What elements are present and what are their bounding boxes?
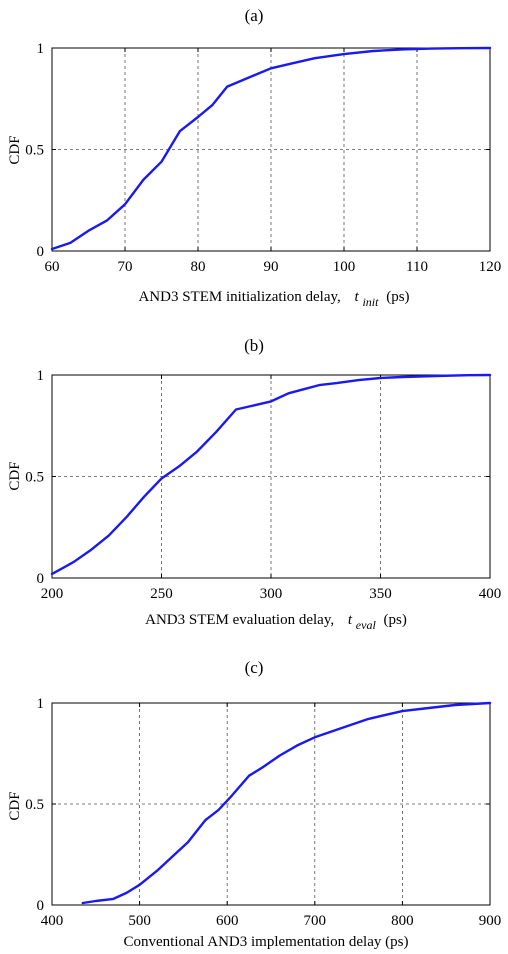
x-tick-label: 300 <box>260 586 283 602</box>
y-tick-label: 0.5 <box>25 797 44 813</box>
x-tick-label: 110 <box>406 259 428 275</box>
y-tick-label: 1 <box>37 41 45 57</box>
chart-panel-b: (b) CDF AND3 STEM evaluation delay, t ev… <box>7 336 502 633</box>
x-axis-label-subscript: eval <box>356 618 377 632</box>
x-tick-label: 400 <box>41 913 64 929</box>
panel-label: (a) <box>245 6 264 25</box>
x-axis-label-main: AND3 STEM evaluation delay, <box>145 612 334 628</box>
cdf-series-line <box>81 701 492 905</box>
x-tick-label: 400 <box>479 586 502 602</box>
x-tick-label: 90 <box>264 259 279 275</box>
y-axis-label: CDF <box>7 135 23 164</box>
chart-panel-a: (a) CDF AND3 STEM initialization delay, … <box>7 6 502 310</box>
x-axis-label-var: t <box>355 289 360 305</box>
x-tick-label: 120 <box>479 259 502 275</box>
x-tick-label: 350 <box>369 586 392 602</box>
x-axis-label-main: Conventional AND3 implementation delay (… <box>124 934 409 950</box>
x-axis-label: Conventional AND3 implementation delay (… <box>124 934 409 950</box>
chart-panel-c: (c) CDF Conventional AND3 implementation… <box>7 658 501 950</box>
x-tick-label: 60 <box>45 259 60 275</box>
x-tick-label: 900 <box>479 913 502 929</box>
cdf-series-line <box>50 373 492 576</box>
x-tick-label: 80 <box>191 259 206 275</box>
y-tick-label: 0 <box>37 571 45 587</box>
x-axis-label-unit: (ps) <box>384 612 407 628</box>
y-axis-label: CDF <box>7 461 23 490</box>
cdf-series-line <box>50 46 492 251</box>
y-tick-label: 0 <box>37 898 45 914</box>
gridlines <box>52 703 490 905</box>
x-axis-label: AND3 STEM initialization delay, t init (… <box>138 289 409 310</box>
x-tick-label: 800 <box>391 913 414 929</box>
x-tick-label: 200 <box>41 586 64 602</box>
y-tick-label: 0.5 <box>25 470 44 486</box>
panel-label: (c) <box>245 658 264 677</box>
panel-label: (b) <box>244 336 264 355</box>
x-tick-label: 500 <box>128 913 151 929</box>
y-axis-label: CDF <box>7 791 23 820</box>
x-axis-label-unit: (ps) <box>386 289 409 305</box>
gridlines <box>52 375 490 578</box>
x-axis-label: AND3 STEM evaluation delay, t eval (ps) <box>145 612 407 633</box>
y-tick-label: 1 <box>37 696 45 712</box>
y-tick-label: 0 <box>37 244 45 260</box>
gridlines <box>52 48 490 251</box>
x-tick-label: 600 <box>216 913 239 929</box>
x-axis-label-var: t <box>348 612 353 628</box>
x-axis-label-subscript: init <box>362 295 379 309</box>
x-axis-label-main: AND3 STEM initialization delay, <box>138 289 340 305</box>
y-tick-label: 1 <box>37 368 45 384</box>
y-tick-label: 0.5 <box>25 143 44 159</box>
x-tick-label: 700 <box>304 913 327 929</box>
x-tick-label: 250 <box>150 586 173 602</box>
x-tick-label: 100 <box>333 259 356 275</box>
x-tick-label: 70 <box>118 259 133 275</box>
